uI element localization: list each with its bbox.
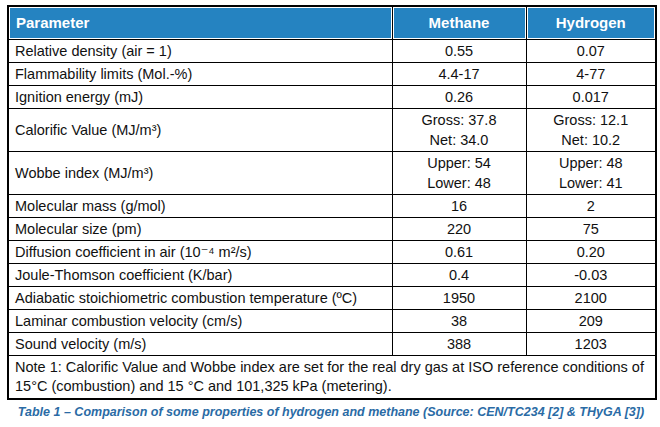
parameter-cell: Molecular mass (g/mol): [8, 194, 392, 217]
hydrogen-value-cell: 2: [526, 194, 656, 217]
hydrogen-value-cell: 209: [526, 309, 656, 332]
parameter-cell: Ignition energy (mJ): [8, 85, 392, 108]
table-row: Sound velocity (m/s) 388 1203: [8, 332, 656, 355]
hydrogen-value-cell: 2100: [526, 286, 656, 309]
parameter-cell: Diffusion coefficient in air (10⁻⁴ m²/s): [8, 240, 392, 263]
header-row: Parameter Methane Hydrogen: [8, 6, 656, 39]
column-header-hydrogen: Hydrogen: [526, 6, 656, 39]
table-row: Molecular mass (g/mol) 16 2: [8, 194, 656, 217]
column-header-parameter: Parameter: [8, 6, 392, 39]
parameter-cell: Wobbe index (MJ/m³): [8, 151, 392, 194]
parameter-cell: Laminar combustion velocity (cm/s): [8, 309, 392, 332]
hydrogen-value-cell: 75: [526, 217, 656, 240]
hydrogen-value-cell: 0.017: [526, 85, 656, 108]
parameter-cell: Flammability limits (Mol.-%): [8, 62, 392, 85]
table-row: Adiabatic stoichiometric combustion temp…: [8, 286, 656, 309]
hydrogen-value-cell: -0.03: [526, 263, 656, 286]
methane-value-cell: 0.55: [392, 39, 526, 62]
table-row: Wobbe index (MJ/m³) Upper: 54 Lower: 48 …: [8, 151, 656, 194]
parameter-cell: Sound velocity (m/s): [8, 332, 392, 355]
methane-value-cell: 16: [392, 194, 526, 217]
table-row: Flammability limits (Mol.-%) 4.4-17 4-77: [8, 62, 656, 85]
table-row: Molecular size (pm) 220 75: [8, 217, 656, 240]
methane-value-cell: Gross: 37.8 Net: 34.0: [392, 108, 526, 151]
hydrogen-value-cell: 0.20: [526, 240, 656, 263]
methane-value-cell: Upper: 54 Lower: 48: [392, 151, 526, 194]
hydrogen-value-cell: 1203: [526, 332, 656, 355]
column-header-methane: Methane: [392, 6, 526, 39]
hydrogen-value-cell: 4-77: [526, 62, 656, 85]
table-row: Calorific Value (MJ/m³) Gross: 37.8 Net:…: [8, 108, 656, 151]
table-row: Ignition energy (mJ) 0.26 0.017: [8, 85, 656, 108]
hydrogen-value-cell: 0.07: [526, 39, 656, 62]
table-note: Note 1: Calorific Value and Wobbe index …: [8, 355, 656, 399]
methane-value-cell: 388: [392, 332, 526, 355]
methane-value-cell: 0.26: [392, 85, 526, 108]
methane-value-cell: 0.4: [392, 263, 526, 286]
methane-value-cell: 220: [392, 217, 526, 240]
methane-value-cell: 0.61: [392, 240, 526, 263]
hydrogen-value-cell: Upper: 48 Lower: 41: [526, 151, 656, 194]
parameter-cell: Relative density (air = 1): [8, 39, 392, 62]
parameter-cell: Molecular size (pm): [8, 217, 392, 240]
table-caption: Table 1 – Comparison of some properties …: [7, 405, 655, 419]
methane-value-cell: 38: [392, 309, 526, 332]
methane-value-cell: 4.4-17: [392, 62, 526, 85]
parameter-cell: Adiabatic stoichiometric combustion temp…: [8, 286, 392, 309]
note-row: Note 1: Calorific Value and Wobbe index …: [8, 355, 656, 399]
methane-value-cell: 1950: [392, 286, 526, 309]
properties-table: Parameter Methane Hydrogen Relative dens…: [7, 5, 657, 400]
table-row: Laminar combustion velocity (cm/s) 38 20…: [8, 309, 656, 332]
table-row: Relative density (air = 1) 0.55 0.07: [8, 39, 656, 62]
document-page: Parameter Methane Hydrogen Relative dens…: [0, 0, 660, 427]
table-row: Joule-Thomson coefficient (K/bar) 0.4 -0…: [8, 263, 656, 286]
parameter-cell: Calorific Value (MJ/m³): [8, 108, 392, 151]
table-row: Diffusion coefficient in air (10⁻⁴ m²/s)…: [8, 240, 656, 263]
parameter-cell: Joule-Thomson coefficient (K/bar): [8, 263, 392, 286]
hydrogen-value-cell: Gross: 12.1 Net: 10.2: [526, 108, 656, 151]
